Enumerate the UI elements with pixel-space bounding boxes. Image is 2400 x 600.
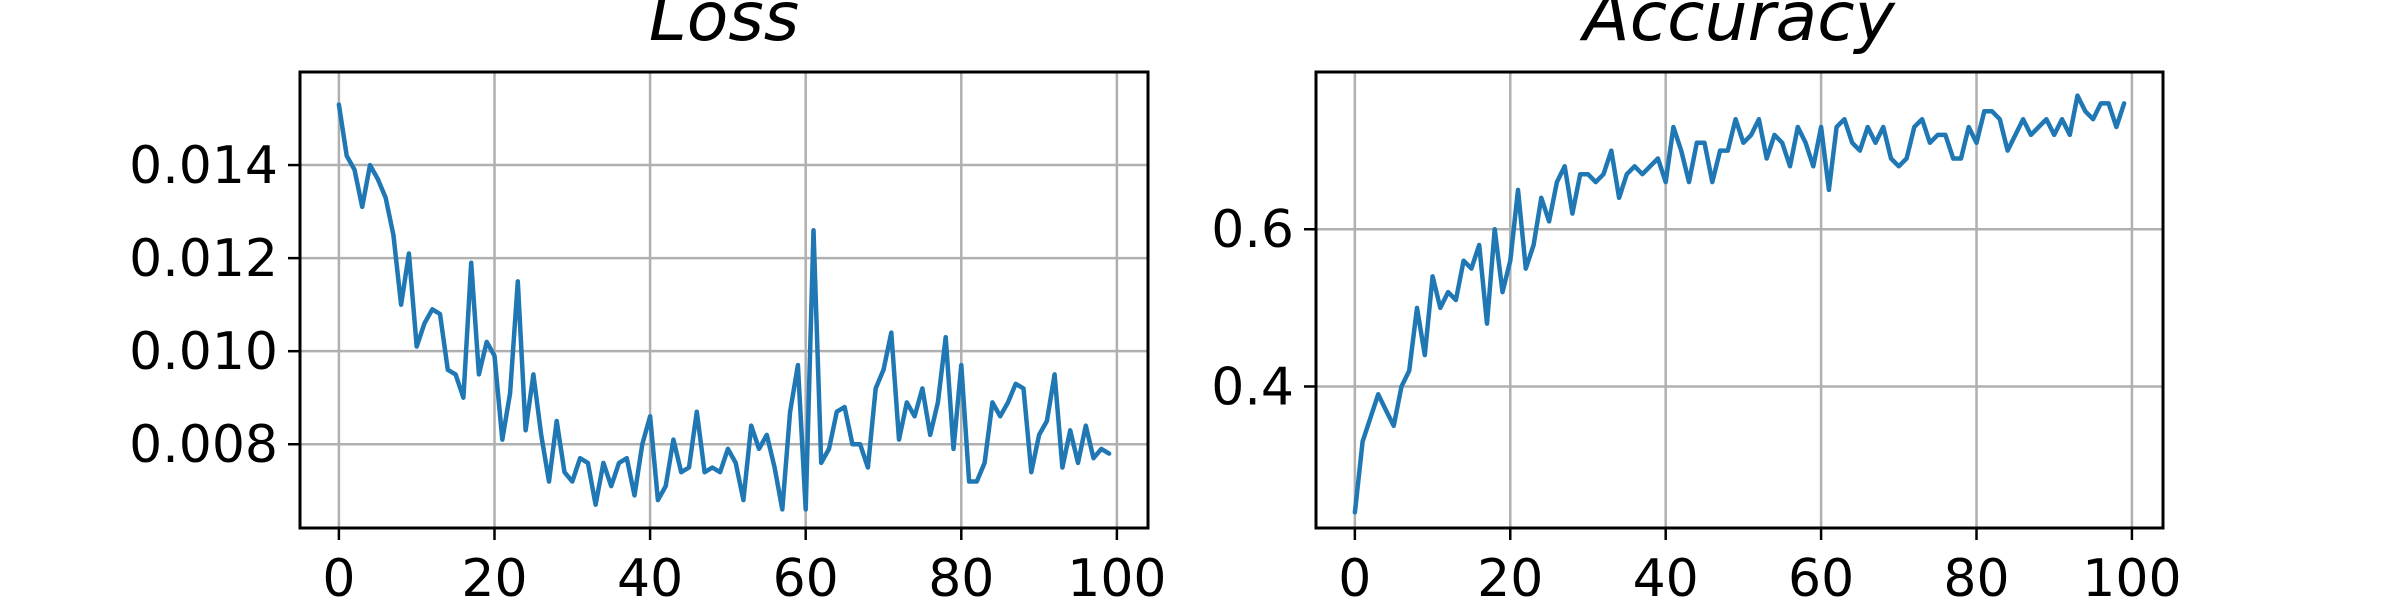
accuracy-x-tick-label: 80 (1943, 549, 2009, 600)
accuracy-x-tick-label: 40 (1633, 549, 1699, 600)
accuracy-series-line (1352, 93, 2127, 515)
loss-y-tick-label: 0.012 (129, 229, 278, 289)
accuracy-chart: Accuracy 0 20 40 60 80 100 0.4 0.6 (1211, 0, 2181, 600)
loss-axes-frame (298, 70, 1150, 530)
accuracy-y-tick-label: 0.4 (1211, 357, 1294, 417)
loss-y-tick-label: 0.008 (129, 415, 278, 475)
accuracy-x-tick-label: 20 (1477, 549, 1543, 600)
loss-series-line (336, 102, 1112, 512)
accuracy-x-tick-label: 100 (2082, 549, 2181, 600)
accuracy-x-tick-label: 60 (1788, 549, 1854, 600)
accuracy-y-tick-label: 0.6 (1211, 200, 1294, 260)
loss-x-tick-label: 40 (617, 549, 683, 600)
loss-chart: Loss 0 20 40 60 80 100 0.008 0.010 0.012 0.014 (129, 0, 1166, 600)
loss-x-tick-label: 100 (1067, 549, 1166, 600)
loss-chart-title: Loss (649, 0, 799, 57)
loss-x-tick-label: 0 (322, 549, 355, 600)
loss-x-tick-label: 80 (928, 549, 994, 600)
accuracy-axes-frame (1314, 70, 2165, 530)
loss-y-tick-label: 0.014 (129, 136, 278, 196)
loss-x-tick-label: 20 (461, 549, 527, 600)
loss-x-tick-label: 60 (773, 549, 839, 600)
loss-y-tick-label: 0.010 (129, 322, 278, 382)
accuracy-x-tick-label: 0 (1338, 549, 1371, 600)
accuracy-chart-title: Accuracy (1579, 0, 1895, 57)
